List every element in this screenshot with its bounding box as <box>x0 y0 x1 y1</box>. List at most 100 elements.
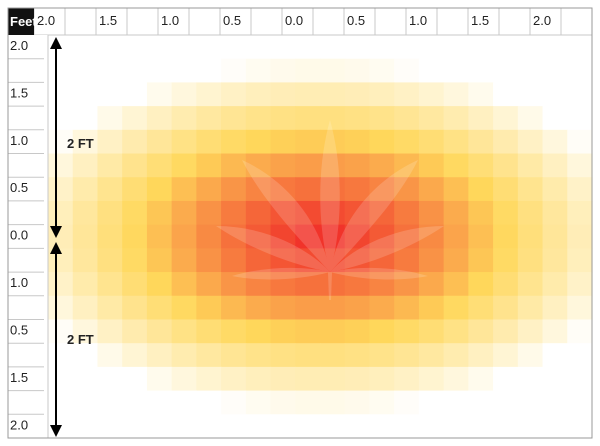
heatmap-cell <box>418 200 445 226</box>
heatmap-cell <box>493 82 519 107</box>
heatmap-cell <box>122 414 148 439</box>
heatmap-cell <box>369 414 395 439</box>
heatmap-cell <box>270 106 296 131</box>
heatmap-cell <box>567 272 593 297</box>
heatmap-cell <box>295 390 321 415</box>
x-tick-label: 1.0 <box>409 13 427 28</box>
heatmap-cell <box>517 319 544 344</box>
heatmap-cell <box>394 106 420 131</box>
heatmap-cell <box>344 200 371 226</box>
heatmap-cell <box>320 200 346 226</box>
heatmap-cell <box>72 224 99 249</box>
heatmap-cell <box>468 58 494 84</box>
heatmap-cell <box>320 390 346 415</box>
heatmap-cell <box>270 366 296 392</box>
heatmap-cell <box>97 295 123 321</box>
heatmap-cell <box>146 224 173 249</box>
heatmap-cell <box>493 224 519 249</box>
heatmap-cell <box>72 200 99 226</box>
heatmap-cell <box>394 82 420 107</box>
y-tick-label: 0.0 <box>10 228 28 243</box>
heatmap-cell <box>245 58 272 84</box>
heatmap-cell <box>72 319 99 344</box>
heatmap-cell <box>270 58 296 84</box>
heatmap-cell <box>394 295 420 321</box>
heatmap-cell <box>245 390 272 415</box>
heatmap-cell <box>542 224 568 249</box>
heatmap-cell <box>320 295 346 321</box>
heatmap-cell <box>221 343 247 368</box>
heatmap-cell <box>122 366 148 392</box>
heatmap-cell <box>245 82 272 107</box>
heatmap-cell <box>344 295 371 321</box>
heatmap-cell <box>517 366 544 392</box>
heatmap-cell <box>493 58 519 84</box>
heatmap-cell <box>221 224 247 249</box>
corner-label: Feet <box>10 14 37 29</box>
x-axis: 2.0 1.5 1.0 0.5 0.0 0.5 1.0 1.5 2.0 <box>8 8 593 36</box>
heatmap-cell <box>295 343 321 368</box>
heatmap-cell <box>344 153 371 178</box>
heatmap-cell <box>221 390 247 415</box>
heatmap-cell <box>468 35 494 60</box>
heatmap-cell <box>171 224 197 249</box>
heatmap-cell <box>48 319 74 344</box>
y-tick-label: 1.0 <box>10 133 28 148</box>
heatmap-cell <box>171 272 197 297</box>
heatmap-cell <box>369 390 395 415</box>
heatmap-cell <box>196 224 222 249</box>
heatmap-cell <box>245 248 272 273</box>
heatmap-cell <box>48 106 74 131</box>
y-tick-label: 0.5 <box>10 180 28 195</box>
heatmap-cell <box>369 200 395 226</box>
heatmap-cell <box>443 414 469 439</box>
heatmap-cell <box>468 272 494 297</box>
heatmap-cell <box>443 177 469 202</box>
heatmap-cell <box>468 129 494 155</box>
heatmap-cell <box>97 272 123 297</box>
heatmap-cell <box>270 129 296 155</box>
heatmap-cell <box>146 272 173 297</box>
heatmap-cell <box>270 200 296 226</box>
heatmap-cell <box>196 272 222 297</box>
heatmap-cell <box>97 319 123 344</box>
heatmap-cell <box>122 248 148 273</box>
heatmap-cell <box>344 58 371 84</box>
heatmap-cell <box>468 106 494 131</box>
arrowhead-down-icon <box>50 425 62 437</box>
heatmap-cell <box>146 129 173 155</box>
arrowhead-up-icon <box>50 242 62 254</box>
heatmap-cell <box>122 153 148 178</box>
heatmap-cell <box>245 295 272 321</box>
heatmap-cell <box>171 248 197 273</box>
heatmap-cell <box>320 319 346 344</box>
heatmap-cell <box>270 177 296 202</box>
heatmap-cell <box>221 200 247 226</box>
heatmap-cell <box>270 390 296 415</box>
heatmap-cell <box>567 343 593 368</box>
heatmap-cell <box>146 319 173 344</box>
heatmap-cell <box>196 58 222 84</box>
heatmap-cell <box>122 319 148 344</box>
heatmap-cell <box>517 200 544 226</box>
heatmap-cell <box>493 35 519 60</box>
heatmap-cell <box>122 58 148 84</box>
heatmap-cell <box>196 200 222 226</box>
heatmap-cell <box>344 129 371 155</box>
heatmap-cell <box>418 153 445 178</box>
heatmap-cell <box>468 200 494 226</box>
heatmap-cell <box>394 153 420 178</box>
heatmap-cell <box>72 129 99 155</box>
heatmap-cell <box>493 390 519 415</box>
heatmap-cell <box>369 366 395 392</box>
heatmap-cell <box>320 272 346 297</box>
heatmap-cell <box>567 319 593 344</box>
heatmap-cell <box>567 224 593 249</box>
y-tick-label: 1.0 <box>10 275 28 290</box>
heatmap-cells <box>48 35 593 439</box>
heatmap-cell <box>196 106 222 131</box>
heatmap-cell <box>221 129 247 155</box>
heatmap-cell <box>97 248 123 273</box>
heatmap-cell <box>171 390 197 415</box>
heatmap-cell <box>72 414 99 439</box>
